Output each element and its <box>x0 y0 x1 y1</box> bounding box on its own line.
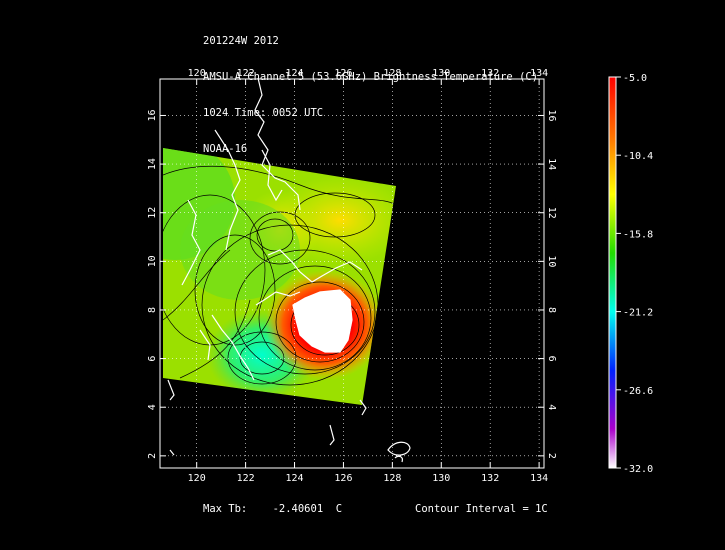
colorbar-label-5: -32.0 <box>623 464 653 475</box>
lon-label-bottom-128: 128 <box>383 473 401 484</box>
lat-label-right-10: 10 <box>546 255 557 267</box>
colorbar-label-4: -26.6 <box>623 386 653 397</box>
max-tb-readout: Max Tb: -2.40601 C <box>203 503 342 515</box>
lat-label-left-6: 6 <box>147 356 158 362</box>
lon-label-top-134: 134 <box>530 68 548 79</box>
coastlines <box>167 77 411 463</box>
colorbar-label-0: -5.0 <box>623 73 647 84</box>
lon-label-top-126: 126 <box>334 68 352 79</box>
lat-label-left-16: 16 <box>147 109 158 121</box>
lat-label-right-14: 14 <box>546 158 557 170</box>
lon-label-top-120: 120 <box>188 68 206 79</box>
title-line-time: 1024 Time: 0052 UTC <box>203 107 324 119</box>
lat-label-left-12: 12 <box>147 207 158 219</box>
contour-interval: Contour Interval = 1C <box>415 503 548 515</box>
lat-label-right-6: 6 <box>546 356 557 362</box>
lon-label-bottom-134: 134 <box>530 473 548 484</box>
map-frame <box>159 78 545 469</box>
lat-lon-grid <box>160 79 544 468</box>
lon-label-bottom-130: 130 <box>432 473 450 484</box>
max-tb-value: -2.40601 <box>272 503 324 515</box>
lat-label-right-4: 4 <box>546 404 557 410</box>
lat-label-left-8: 8 <box>147 307 158 313</box>
colorbar-label-3: -21.2 <box>623 308 653 319</box>
contour-lines <box>163 165 396 386</box>
colorbar-labels: -5.0 -10.4 -15.8 -21.2 -26.6 -32.0 <box>616 73 653 475</box>
lon-label-top-132: 132 <box>481 68 499 79</box>
lat-label-left-2: 2 <box>147 453 158 459</box>
lat-label-left-4: 4 <box>147 404 158 410</box>
lat-label-right-2: 2 <box>546 453 557 459</box>
chart-title: 201224W 2012 AMSU-A Channel 5 (53.6GHz) … <box>203 11 538 167</box>
colorbar <box>608 76 617 469</box>
lon-label-bottom-124: 124 <box>285 473 303 484</box>
brightness-temperature-swath <box>163 148 396 405</box>
lon-label-bottom-132: 132 <box>481 473 499 484</box>
lat-label-left-14: 14 <box>147 158 158 170</box>
title-line-product: AMSU-A Channel 5 (53.6GHz) Brightness Te… <box>203 71 539 83</box>
lon-label-top-130: 130 <box>432 68 450 79</box>
axis-ticks: 1201201221221241241261261281281301301321… <box>147 68 557 484</box>
lon-label-bottom-126: 126 <box>334 473 352 484</box>
lon-label-top-128: 128 <box>383 68 401 79</box>
title-line-storm: 201224W 2012 <box>203 35 279 47</box>
lon-label-top-122: 122 <box>237 68 255 79</box>
lon-label-bottom-120: 120 <box>188 473 206 484</box>
title-line-satellite: NOAA-16 <box>203 143 248 155</box>
colorbar-label-1: -10.4 <box>623 151 653 162</box>
lon-label-top-124: 124 <box>285 68 303 79</box>
lat-label-right-8: 8 <box>546 307 557 313</box>
max-tb-label: Max Tb: <box>203 503 248 515</box>
colorbar-label-2: -15.8 <box>623 229 653 240</box>
lat-label-left-10: 10 <box>147 255 158 267</box>
lat-label-right-12: 12 <box>546 207 557 219</box>
lon-label-bottom-122: 122 <box>237 473 255 484</box>
lat-label-right-16: 16 <box>546 109 557 121</box>
max-tb-unit: C <box>335 503 343 515</box>
